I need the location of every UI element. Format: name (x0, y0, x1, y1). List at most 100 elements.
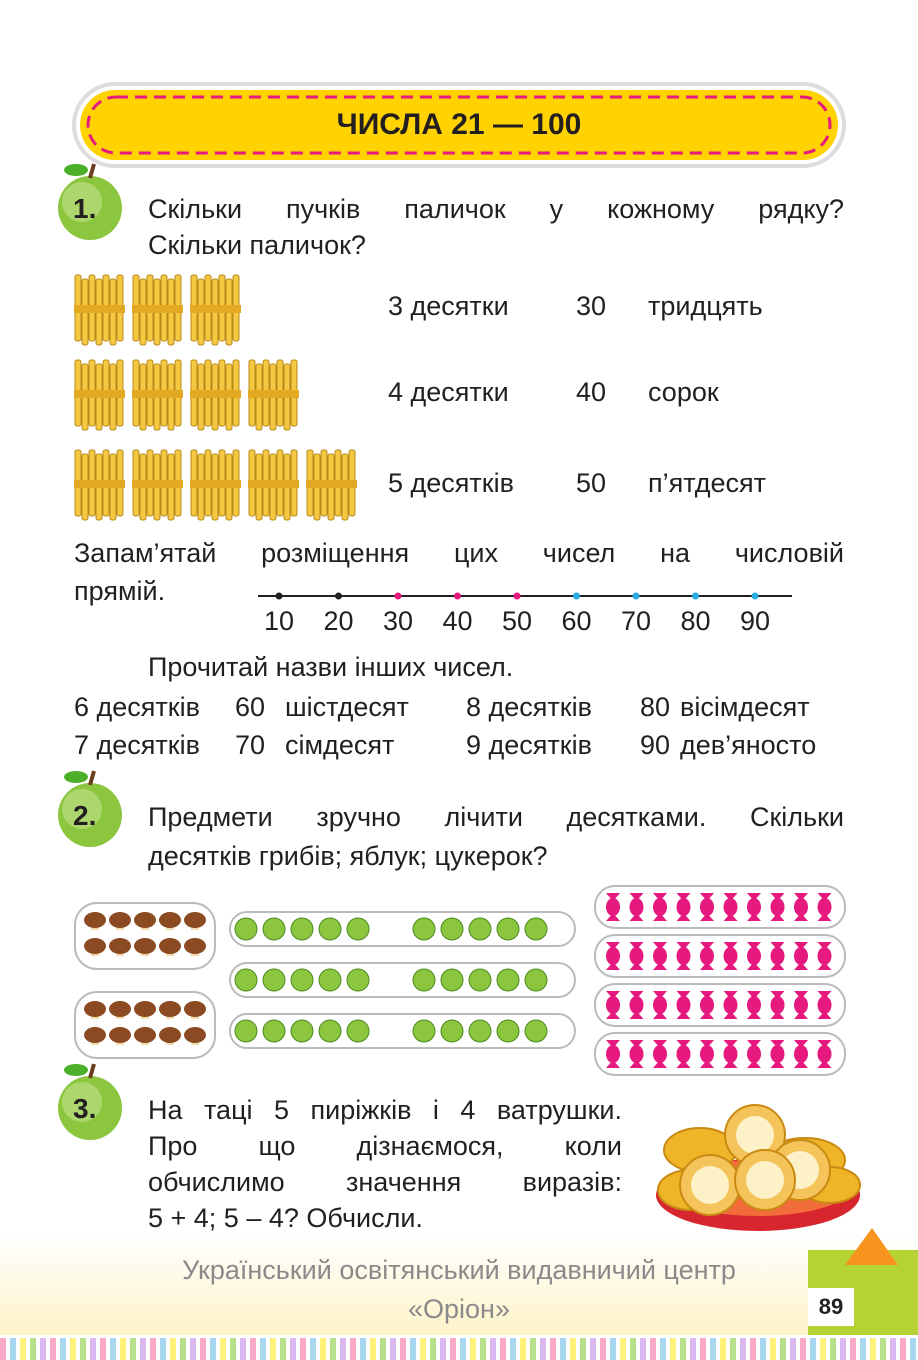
small-apple (262, 968, 286, 992)
stripe (790, 1338, 796, 1360)
stick-band (74, 480, 125, 488)
footer-band (0, 1235, 918, 1335)
stripe (710, 1338, 716, 1360)
apple-shine (62, 182, 102, 222)
apple-stem (88, 770, 96, 786)
stripe (0, 1338, 6, 1360)
number-name: 7 десятків (74, 730, 200, 760)
stick-band (132, 390, 183, 398)
stick-band (132, 480, 183, 488)
small-apple (440, 917, 464, 941)
stripe (770, 1338, 776, 1360)
candy (794, 898, 808, 916)
candy (700, 947, 714, 965)
task-text: десятків грибів; яблук; цукерок? (148, 841, 548, 871)
candy (700, 1045, 714, 1063)
candy (747, 898, 761, 916)
stripe (860, 1338, 866, 1360)
candy (676, 996, 691, 1014)
candy (747, 1045, 761, 1063)
number-line-dot (394, 592, 402, 600)
mushroom-cap (184, 912, 206, 928)
task-text: 5 + 4; 5 – 4? Обчисли. (148, 1203, 423, 1233)
stripe (470, 1338, 476, 1360)
stripe (560, 1338, 566, 1360)
candy (676, 1045, 691, 1063)
small-apple (346, 1019, 370, 1043)
candy (770, 898, 785, 916)
number-name: 9 десятків (466, 730, 592, 760)
stripe (310, 1338, 316, 1360)
number: 30 (576, 291, 607, 321)
small-apple (440, 968, 464, 992)
stripe (240, 1338, 246, 1360)
small-apple (318, 917, 342, 941)
stripe (340, 1338, 346, 1360)
stripe (870, 1338, 876, 1360)
number-name: 80 (640, 692, 671, 722)
candy (723, 898, 738, 916)
stripe (660, 1338, 666, 1360)
stripe (390, 1338, 396, 1360)
number-name: шістдесят (285, 692, 409, 722)
candy (723, 947, 738, 965)
candy (817, 1045, 832, 1063)
mushroom-cap (134, 1027, 156, 1043)
stick-band (74, 390, 125, 398)
mushroom-cap (134, 1001, 156, 1017)
stripe (570, 1338, 576, 1360)
stripe (120, 1338, 126, 1360)
small-apple (262, 917, 286, 941)
stripe (650, 1338, 656, 1360)
small-apple (318, 968, 342, 992)
stripe (350, 1338, 356, 1360)
stripe (230, 1338, 236, 1360)
stripe (620, 1338, 626, 1360)
stripe (880, 1338, 886, 1360)
small-apple (262, 1019, 286, 1043)
apple-leaf (64, 771, 88, 783)
stripe (60, 1338, 66, 1360)
mushroom-cap (159, 1001, 181, 1017)
number-line-dot (335, 592, 342, 600)
stripe (290, 1338, 296, 1360)
number-name: сорок (648, 377, 719, 407)
candy (700, 996, 714, 1014)
small-apple (524, 1019, 548, 1043)
candy (770, 996, 785, 1014)
stripe (640, 1338, 646, 1360)
stripe (160, 1338, 166, 1360)
stripe (80, 1338, 86, 1360)
stripe (10, 1338, 16, 1360)
stripe (720, 1338, 726, 1360)
apple-stem (88, 163, 96, 179)
stripe (840, 1338, 846, 1360)
number: 50 (576, 468, 607, 498)
small-apple (412, 968, 436, 992)
stripe (110, 1338, 116, 1360)
candy (653, 898, 667, 916)
mushroom-cap (109, 912, 131, 928)
tens: 4 десятки (388, 377, 509, 407)
title: ЧИСЛА 21 — 100 (336, 108, 582, 141)
stripe (100, 1338, 106, 1360)
candy (794, 996, 808, 1014)
stripe (910, 1338, 916, 1360)
stripe (380, 1338, 386, 1360)
small-apple (346, 968, 370, 992)
number-line-dot (692, 592, 699, 600)
number-line-label: 80 (680, 606, 711, 636)
stripe (540, 1338, 546, 1360)
small-apple (412, 917, 436, 941)
stripe (730, 1338, 736, 1360)
tens: 5 десятків (388, 468, 514, 498)
stripe (520, 1338, 526, 1360)
small-apple (440, 1019, 464, 1043)
candy (629, 996, 644, 1014)
stripe (90, 1338, 96, 1360)
stripe (270, 1338, 276, 1360)
brand: «Оріон» (408, 1294, 510, 1324)
small-apple (290, 1019, 314, 1043)
stripe (600, 1338, 606, 1360)
